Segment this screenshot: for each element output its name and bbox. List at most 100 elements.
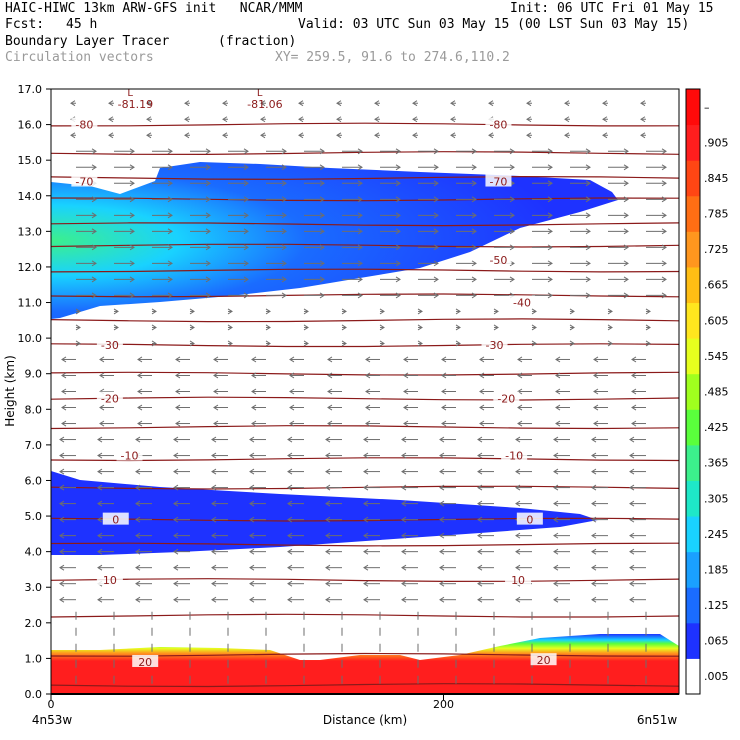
isotherm-label-bg xyxy=(485,252,512,265)
vector-head xyxy=(395,148,401,155)
isotherm-line xyxy=(51,318,679,323)
vector-head xyxy=(61,356,67,363)
colorbar-swatch xyxy=(686,516,700,553)
vector-head xyxy=(645,340,651,347)
vector-head xyxy=(450,132,456,139)
vector-head xyxy=(357,180,363,187)
vector-head xyxy=(363,468,369,475)
vector-head xyxy=(526,132,532,139)
vector-head xyxy=(289,372,295,379)
vector-head xyxy=(357,164,363,171)
vector-head xyxy=(585,292,591,299)
vector-head xyxy=(479,404,485,411)
colorbar-label: .065 xyxy=(704,635,729,648)
vector-head xyxy=(401,436,407,443)
colorbar-swatch xyxy=(686,551,700,588)
vector-head xyxy=(135,516,141,523)
vector-head xyxy=(59,564,65,571)
vector-head xyxy=(243,212,249,219)
vector-head xyxy=(631,388,637,395)
isotherm-line xyxy=(51,425,679,430)
vector-head xyxy=(602,100,608,107)
vector-head xyxy=(129,196,135,203)
y-tick-label: 4.0 xyxy=(25,546,43,559)
vector-head xyxy=(401,548,407,555)
vector-head xyxy=(553,580,559,587)
vector-head xyxy=(325,484,331,491)
x-start-location: 4n53w xyxy=(32,713,73,727)
vector-head xyxy=(623,292,629,299)
vector-head xyxy=(91,196,97,203)
vector-head xyxy=(661,260,667,267)
vector-head xyxy=(553,532,559,539)
colorbar-swatch xyxy=(686,409,700,446)
vector-head xyxy=(205,276,211,283)
vector-head xyxy=(319,292,325,299)
isotherm-label: 10 xyxy=(511,574,525,587)
xy-range: XY= 259.5, 91.6 to 274.6,110.2 xyxy=(275,50,510,65)
vector-head xyxy=(509,212,515,219)
vector-head xyxy=(555,356,561,363)
vector-head xyxy=(591,484,597,491)
isotherm-label-bg xyxy=(96,573,123,586)
vector-head xyxy=(319,148,325,155)
vector-head xyxy=(395,164,401,171)
vector-head xyxy=(471,212,477,219)
vector-head xyxy=(227,324,233,331)
vector-head xyxy=(281,212,287,219)
vector-head xyxy=(251,420,257,427)
vector-head xyxy=(357,196,363,203)
isotherm-label-bg xyxy=(505,573,532,586)
vector-head xyxy=(631,356,637,363)
vector-head xyxy=(213,356,219,363)
vector-head xyxy=(553,452,559,459)
vector-head xyxy=(403,420,409,427)
vector-head xyxy=(146,116,152,123)
y-tick-label: 1.0 xyxy=(25,652,43,665)
vector-head xyxy=(433,164,439,171)
vector-head xyxy=(167,196,173,203)
vector-head xyxy=(433,244,439,251)
isotherm-line xyxy=(51,396,679,401)
vector-head xyxy=(59,580,65,587)
colorbar-swatch xyxy=(686,444,700,481)
vector-head xyxy=(623,148,629,155)
x-end-location: 6n51w xyxy=(637,713,678,727)
vector-head xyxy=(395,196,401,203)
y-tick-label: 12.0 xyxy=(18,261,43,274)
vector-head xyxy=(189,308,195,315)
y-tick-label: 5.0 xyxy=(25,510,43,523)
colorbar-swatch xyxy=(686,480,700,517)
vector-head xyxy=(108,100,114,107)
vector-head xyxy=(260,116,266,123)
vector-head xyxy=(173,516,179,523)
vector-head xyxy=(363,484,369,491)
color-scale: .005 .065 .125 .185 .245 .305 .365 .425 .485 .545… xyxy=(685,88,729,695)
vector-head xyxy=(629,596,635,603)
y-axis: 0.0 1.0 2.0 3.0 4.0 5.0 6.0 7.0 8.0 9.0 10.0 11.0 12… xyxy=(18,83,51,701)
x-tick-label: 200 xyxy=(433,698,454,711)
vector-head xyxy=(365,356,371,363)
isotherm-label: 20 xyxy=(138,656,152,669)
isotherm-label: -20 xyxy=(497,393,515,406)
vector-head xyxy=(547,276,553,283)
vector-head xyxy=(211,436,217,443)
vector-head xyxy=(526,100,532,107)
vector-head xyxy=(97,548,103,555)
vector-head xyxy=(205,148,211,155)
vector-head xyxy=(515,500,521,507)
y-tick-label: 16.0 xyxy=(18,119,43,132)
vector-head xyxy=(298,100,304,107)
vector-head xyxy=(129,292,135,299)
vector-head xyxy=(629,484,635,491)
vector-head xyxy=(591,532,597,539)
vector-head xyxy=(471,180,477,187)
y-tick-label: 0.0 xyxy=(25,688,43,701)
isotherm-line xyxy=(51,371,679,376)
vector-head xyxy=(645,324,651,331)
isotherm-label-bg xyxy=(530,653,557,666)
vector-head xyxy=(401,564,407,571)
isotherm-line xyxy=(51,222,679,227)
isotherm-label: -10 xyxy=(505,450,523,463)
vector-head xyxy=(59,532,65,539)
